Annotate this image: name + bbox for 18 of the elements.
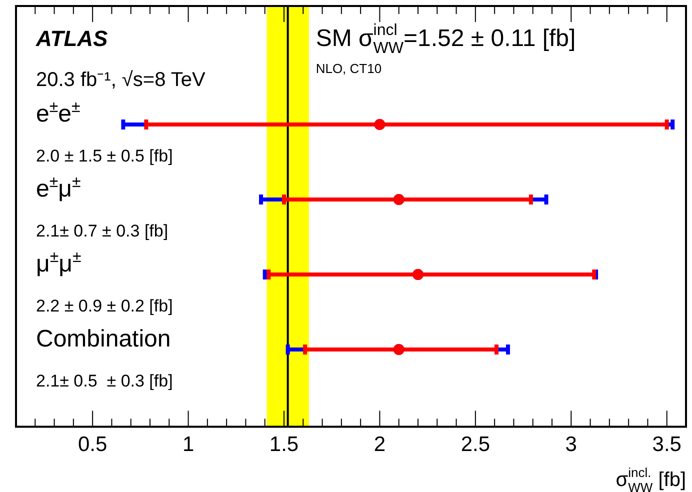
x-tick-label: 2.5 bbox=[460, 433, 490, 456]
x-tick-label: 2 bbox=[374, 433, 386, 456]
x-tick-label: 0.5 bbox=[78, 433, 108, 456]
x-tick-label: 1.5 bbox=[269, 433, 299, 456]
x-tick-label: 3 bbox=[565, 433, 577, 456]
x-tick-label: 1 bbox=[182, 433, 194, 456]
annotation: 2.2 ± 0.9 ± 0.2 [fb] bbox=[36, 296, 173, 316]
annotation: 2.0 ± 1.5 ± 0.5 [fb] bbox=[36, 146, 173, 166]
y-tick-label: e±μ± bbox=[36, 174, 81, 203]
y-tick-label: e±e± bbox=[36, 98, 80, 128]
y-tick-label: μ±μ± bbox=[36, 248, 82, 278]
text: NLO, CT10 bbox=[316, 61, 382, 76]
y-tick-label: Combination bbox=[36, 326, 171, 353]
x-tick-label: 3.5 bbox=[652, 433, 682, 456]
chart-subtitle: 20.3 fb⁻¹, √s=8 TeV bbox=[36, 69, 206, 91]
annotation: 2.1± 0.7 ± 0.3 [fb] bbox=[36, 222, 168, 241]
annotation: 2.1± 0.5 ± 0.3 [fb] bbox=[36, 372, 173, 391]
chart-title: ATLAS bbox=[35, 26, 108, 51]
